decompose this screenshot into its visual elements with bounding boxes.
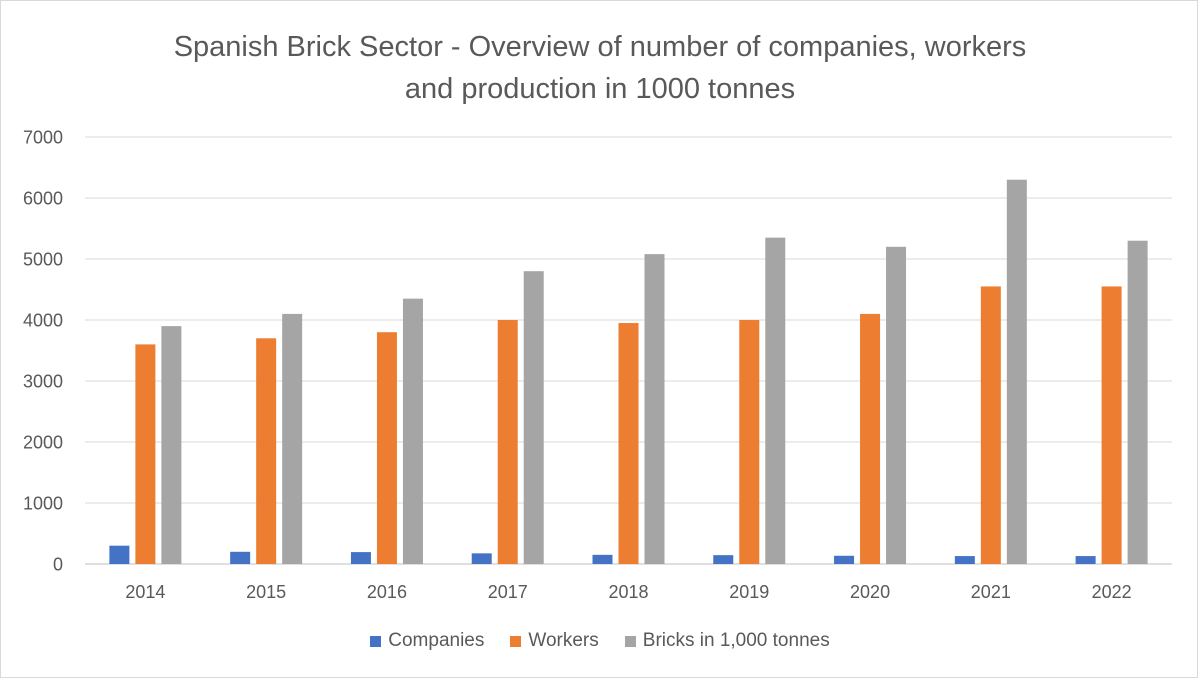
y-tick-label: 3000 bbox=[23, 372, 63, 392]
legend-swatch-workers bbox=[510, 635, 522, 647]
bar-workers-2018 bbox=[618, 323, 639, 564]
bar-workers-2021 bbox=[980, 286, 1001, 564]
y-tick-label: 2000 bbox=[23, 433, 63, 453]
y-tick-label: 6000 bbox=[23, 189, 63, 209]
chart-title-line-1: Spanish Brick Sector - Overview of numbe… bbox=[173, 31, 1027, 63]
y-tick-label: 4000 bbox=[23, 311, 63, 331]
legend-label-bricks: Bricks in 1,000 tonnes bbox=[642, 630, 830, 651]
bar-companies-2020 bbox=[834, 555, 855, 564]
bar-companies-2022 bbox=[1075, 556, 1096, 564]
bar-workers-2020 bbox=[860, 313, 881, 564]
legend-swatch-bricks bbox=[624, 635, 636, 647]
bar-workers-2017 bbox=[497, 320, 518, 564]
bar-workers-2016 bbox=[376, 332, 397, 564]
bar-bricks-in-1-000-tonnes-2017 bbox=[523, 271, 544, 564]
x-tick-label: 2018 bbox=[608, 582, 648, 602]
legend-swatch-companies bbox=[370, 635, 382, 647]
x-tick-label: 2014 bbox=[125, 582, 165, 602]
bar-companies-2019 bbox=[713, 555, 734, 564]
bar-workers-2022 bbox=[1101, 286, 1122, 564]
x-tick-label: 2022 bbox=[1092, 582, 1132, 602]
bar-bricks-in-1-000-tonnes-2019 bbox=[765, 237, 786, 564]
bar-workers-2014 bbox=[135, 344, 156, 564]
bar-companies-2017 bbox=[471, 553, 492, 564]
legend-label-companies: Companies bbox=[388, 630, 485, 651]
bar-companies-2021 bbox=[954, 556, 975, 564]
legend-item-workers: Workers bbox=[510, 630, 599, 652]
x-tick-label: 2021 bbox=[971, 582, 1011, 602]
legend-item-companies: Companies bbox=[370, 630, 484, 652]
bar-companies-2016 bbox=[350, 552, 371, 564]
x-tick-label: 2020 bbox=[850, 582, 890, 602]
x-tick-label: 2016 bbox=[367, 582, 407, 602]
legend-label-workers: Workers bbox=[528, 630, 599, 651]
chart-title: Spanish Brick Sector - Overview of numbe… bbox=[0, 26, 1200, 110]
bar-workers-2015 bbox=[256, 338, 277, 564]
bar-bricks-in-1-000-tonnes-2015 bbox=[282, 313, 303, 564]
bar-bricks-in-1-000-tonnes-2020 bbox=[886, 246, 907, 565]
chart-title-line-2: and production in 1000 tonnes bbox=[404, 73, 796, 105]
legend-item-bricks: Bricks in 1,000 tonnes bbox=[624, 630, 830, 652]
bar-companies-2015 bbox=[230, 551, 251, 564]
x-tick-label: 2017 bbox=[488, 582, 528, 602]
bar-bricks-in-1-000-tonnes-2018 bbox=[644, 254, 665, 564]
bar-bricks-in-1-000-tonnes-2021 bbox=[1006, 179, 1027, 564]
bar-workers-2019 bbox=[739, 320, 760, 564]
bar-bricks-in-1-000-tonnes-2022 bbox=[1127, 240, 1148, 564]
y-tick-label: 5000 bbox=[23, 250, 63, 270]
bar-companies-2018 bbox=[592, 554, 613, 564]
y-tick-label: 0 bbox=[53, 555, 63, 575]
bar-bricks-in-1-000-tonnes-2014 bbox=[161, 326, 182, 564]
y-tick-label: 7000 bbox=[23, 128, 63, 148]
bar-companies-2014 bbox=[109, 545, 130, 564]
y-tick-label: 1000 bbox=[23, 494, 63, 514]
chart-legend: Companies Workers Bricks in 1,000 tonnes bbox=[0, 630, 1200, 652]
x-tick-label: 2019 bbox=[729, 582, 769, 602]
bar-bricks-in-1-000-tonnes-2016 bbox=[402, 298, 423, 564]
x-tick-label: 2015 bbox=[246, 582, 286, 602]
